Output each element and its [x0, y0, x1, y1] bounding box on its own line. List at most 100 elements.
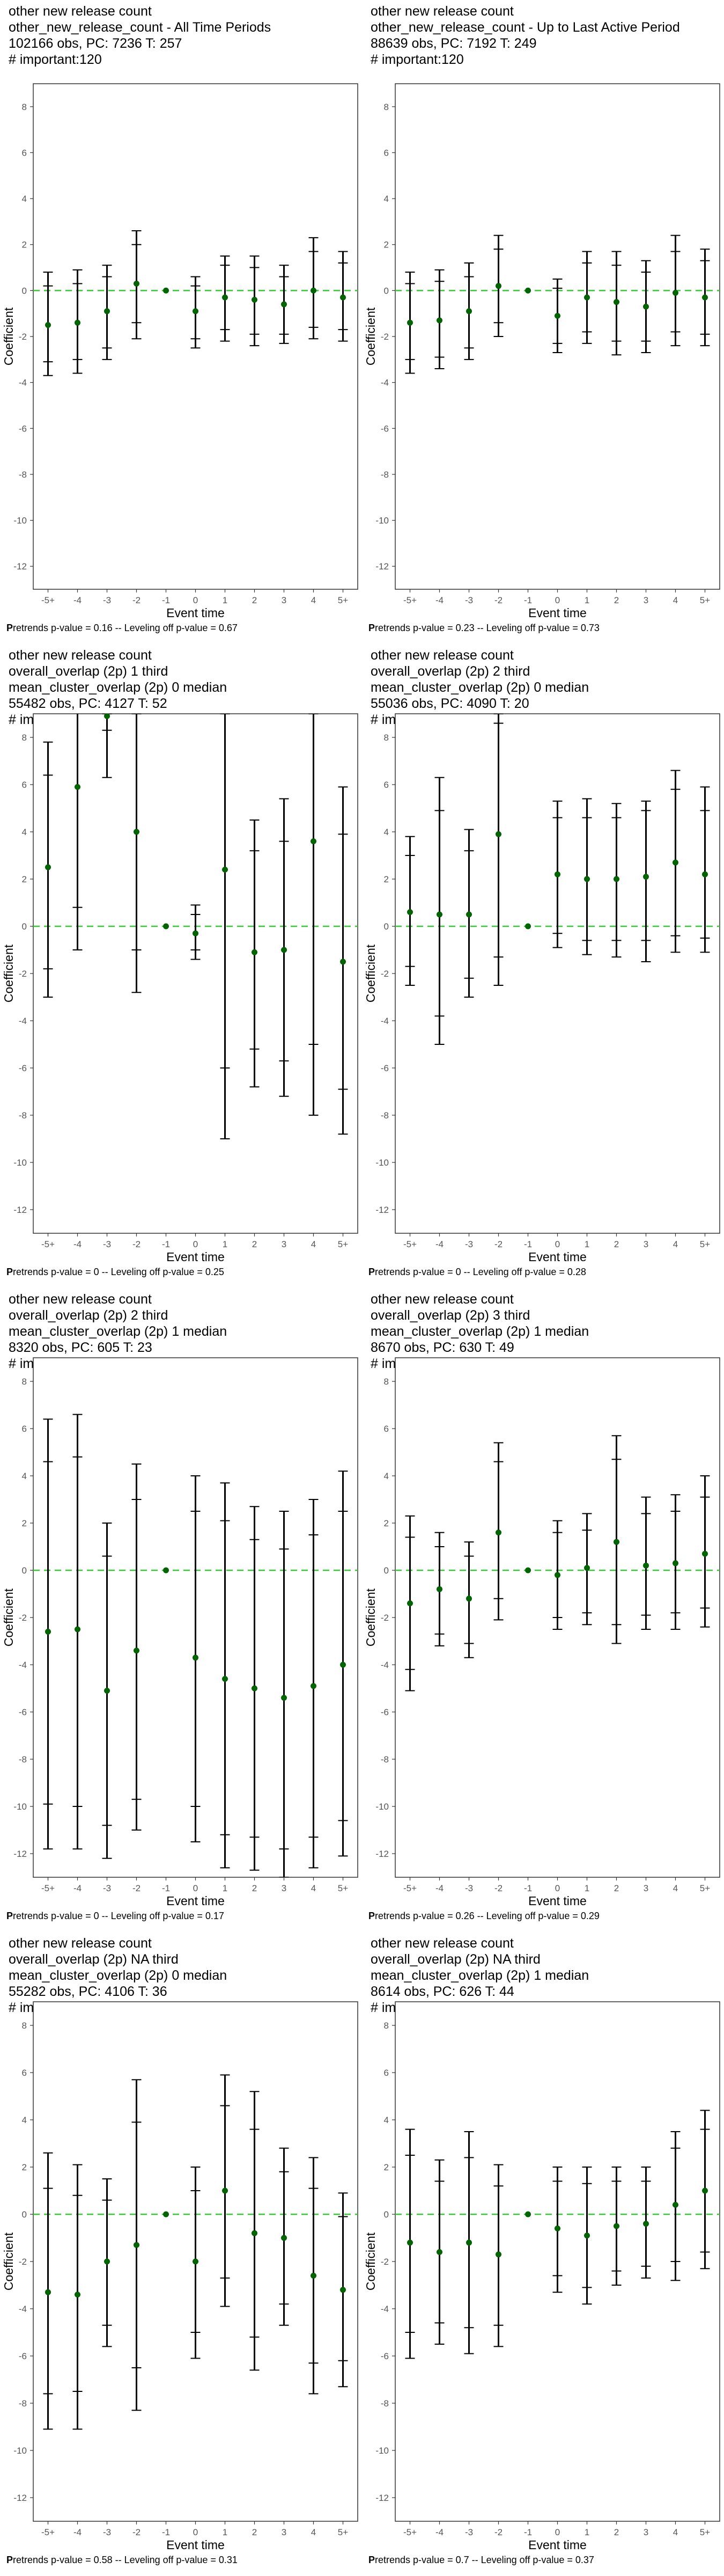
- x-tick-label: 2: [614, 2527, 619, 2537]
- y-tick-label: -12: [375, 2493, 389, 2503]
- panel-subtitle-line: overall_overlap (2p) 3 third: [371, 1308, 530, 1323]
- x-tick-label: -4: [73, 2527, 82, 2537]
- panel-subtitle-line: other_new_release_count - All Time Perio…: [9, 20, 271, 35]
- footer-text: retrends p-value = 0 -- Leveling off p-v…: [13, 1267, 224, 1277]
- chart-panel: other new release count overall_overlap (…: [0, 644, 362, 1288]
- y-tick-label: -10: [13, 516, 27, 526]
- panel-title: other new release count: [371, 648, 514, 663]
- footer-text: retrends p-value = 0.26 -- Leveling off …: [375, 1911, 600, 1921]
- data-point: [163, 923, 169, 930]
- x-tick-label: 3: [644, 2527, 648, 2537]
- panel-footer: Pretrends p-value = 0 -- Leveling off p-…: [6, 1911, 224, 1922]
- data-point: [702, 294, 708, 301]
- x-tick-label: 1: [223, 595, 227, 605]
- x-tick-label: 3: [644, 595, 648, 605]
- data-point: [614, 2223, 619, 2229]
- y-tick-label: -8: [19, 470, 27, 480]
- data-point: [340, 2287, 346, 2293]
- y-tick-label: -8: [381, 1110, 389, 1121]
- panel-footer: Pretrends p-value = 0.58 -- Leveling off…: [6, 2555, 238, 2566]
- y-tick-label: -8: [19, 1754, 27, 1765]
- plot-frame: [395, 713, 720, 1234]
- x-tick-label: 3: [644, 1883, 648, 1893]
- x-tick-label: 5+: [700, 1239, 710, 1249]
- data-point: [673, 1560, 678, 1567]
- x-tick-label: 5+: [338, 2527, 348, 2537]
- x-tick-label: -1: [162, 595, 170, 605]
- data-point: [466, 911, 472, 918]
- data-point: [45, 322, 51, 328]
- x-tick-label: 4: [673, 595, 678, 605]
- data-point: [163, 1567, 169, 1574]
- chart-panel: other new release count other_new_release…: [362, 0, 724, 644]
- data-point: [281, 1695, 287, 1701]
- y-tick-label: -2: [19, 1613, 27, 1623]
- data-point: [466, 308, 472, 314]
- data-point: [584, 1565, 590, 1571]
- x-tick-label: 2: [614, 595, 619, 605]
- x-tick-label: 0: [193, 595, 198, 605]
- y-tick-label: 0: [384, 921, 389, 932]
- x-tick-label: 4: [311, 2527, 316, 2537]
- plot-frame: [33, 713, 358, 1234]
- x-tick-label: -2: [132, 1883, 141, 1893]
- y-axis-title: Coefficient: [2, 307, 16, 365]
- data-point: [702, 871, 708, 877]
- data-point: [614, 299, 619, 305]
- y-tick-label: -6: [19, 1063, 27, 1073]
- x-tick-label: 0: [193, 1239, 198, 1249]
- x-axis-title: Event time: [528, 1894, 587, 1908]
- x-axis-title: Event time: [166, 606, 225, 620]
- x-tick-label: -5+: [403, 2527, 417, 2537]
- x-tick-label: -4: [435, 1239, 444, 1249]
- x-axis-title: Event time: [166, 2538, 225, 2552]
- y-tick-label: -12: [375, 1205, 389, 1215]
- data-point: [163, 2211, 169, 2218]
- y-tick-label: 6: [22, 148, 27, 158]
- y-tick-label: -2: [381, 2257, 389, 2267]
- x-tick-label: 4: [673, 1239, 678, 1249]
- y-tick-label: -2: [381, 1613, 389, 1623]
- x-tick-label: 5+: [700, 2527, 710, 2537]
- x-tick-label: 2: [614, 1239, 619, 1249]
- y-tick-label: -8: [19, 2398, 27, 2409]
- x-axis-title: Event time: [528, 2538, 587, 2552]
- data-point: [555, 1572, 560, 1578]
- panel-subtitle-line: overall_overlap (2p) NA third: [9, 1952, 179, 1967]
- x-tick-label: 2: [614, 1883, 619, 1893]
- data-point: [555, 2225, 560, 2231]
- x-tick-label: -2: [132, 2527, 141, 2537]
- data-point: [673, 2201, 678, 2208]
- data-point: [222, 1675, 228, 1682]
- data-point: [311, 2272, 316, 2279]
- data-point: [525, 2211, 531, 2218]
- data-point: [437, 911, 442, 918]
- footer-text: retrends p-value = 0.23 -- Leveling off …: [375, 623, 600, 633]
- data-point: [134, 2242, 139, 2248]
- data-point: [437, 2249, 442, 2255]
- y-tick-label: -2: [19, 969, 27, 979]
- y-tick-label: 4: [384, 827, 389, 837]
- y-tick-label: -4: [381, 378, 389, 388]
- series-group: [405, 2110, 710, 2359]
- y-tick-label: 8: [384, 102, 389, 112]
- y-tick-label: -10: [13, 1158, 27, 1168]
- x-tick-label: -5+: [41, 1883, 55, 1893]
- y-tick-label: 2: [384, 2162, 389, 2172]
- data-point: [437, 317, 442, 324]
- x-tick-label: -1: [524, 1883, 532, 1893]
- data-point: [311, 838, 316, 845]
- x-tick-label: 2: [252, 1883, 257, 1893]
- data-point: [555, 871, 560, 877]
- x-tick-label: 5+: [700, 1883, 710, 1893]
- x-tick-label: -5+: [403, 595, 417, 605]
- panel-title: other new release count: [371, 1292, 514, 1307]
- x-tick-label: 2: [252, 1239, 257, 1249]
- y-tick-label: 4: [22, 194, 27, 204]
- y-tick-label: 4: [22, 2115, 27, 2125]
- footer-initial: P: [368, 1267, 375, 1277]
- y-tick-label: 0: [384, 2209, 389, 2220]
- y-tick-label: -6: [19, 1707, 27, 1717]
- y-tick-label: 4: [22, 1471, 27, 1481]
